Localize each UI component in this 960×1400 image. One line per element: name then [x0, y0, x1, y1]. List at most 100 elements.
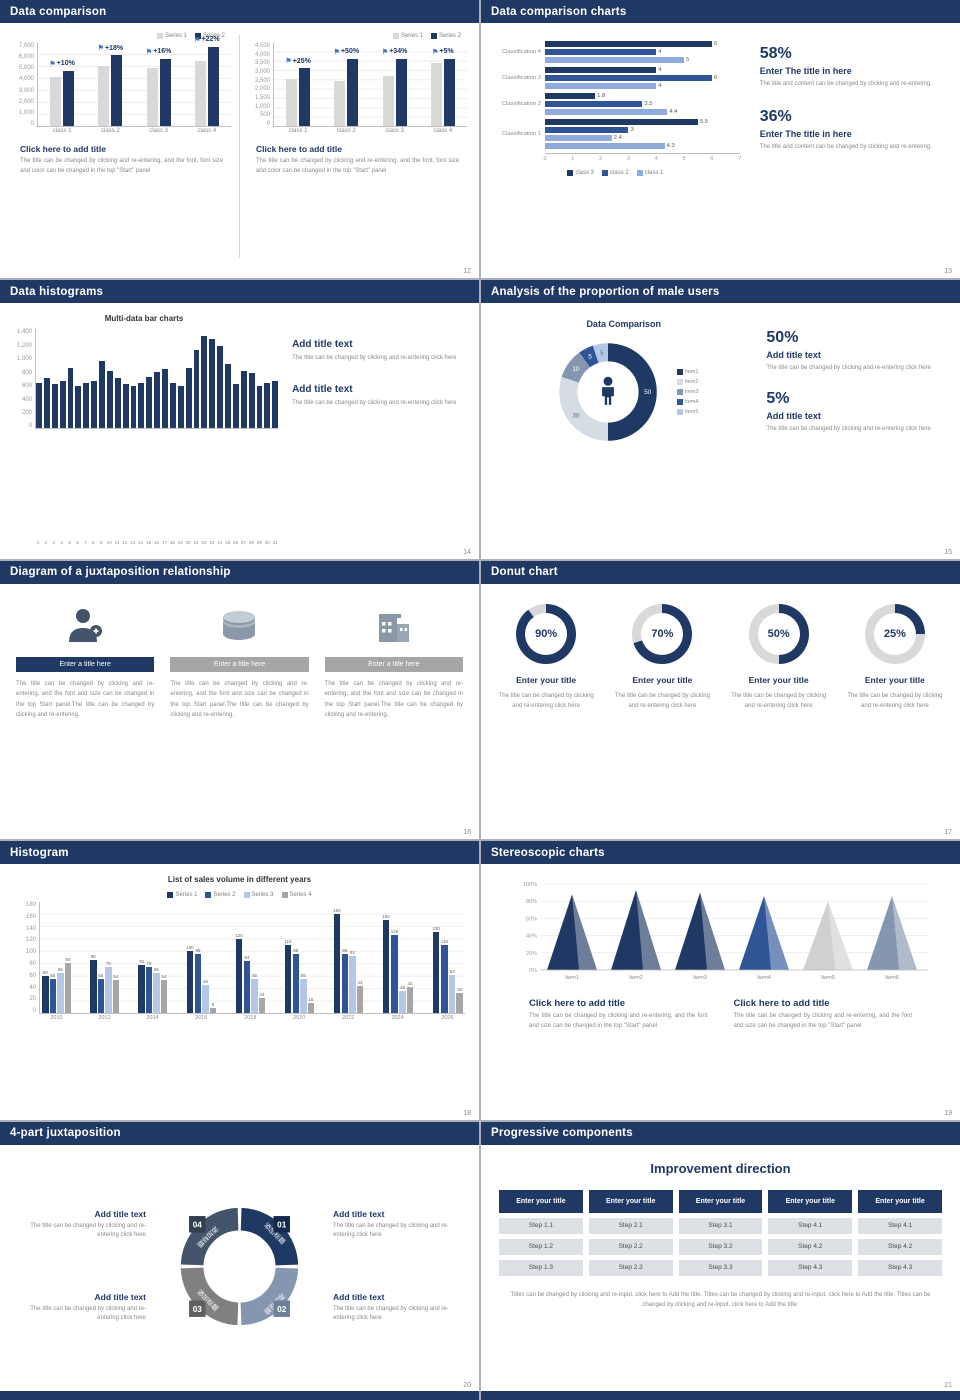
content: Data Comparison 50 30 10 5 5 item1 item2 item3… — [481, 303, 960, 558]
step-cell[interactable]: Step 2.1 — [588, 1217, 673, 1234]
step-cell[interactable]: Step 4.1 — [768, 1217, 853, 1234]
item-title-bar[interactable]: Enter a title here — [324, 656, 463, 672]
axis-tick: 8 — [92, 539, 95, 545]
step-cell[interactable]: Step 1.1 — [499, 1217, 583, 1234]
block-body: The title can be changed by clicking and… — [333, 1222, 449, 1239]
content: 90% Enter your title The title can be chan… — [481, 584, 960, 839]
stats-column: 58% Enter The title in here The title an… — [746, 31, 952, 274]
donut-heading: Enter your title — [632, 674, 693, 685]
bar — [122, 384, 129, 429]
category-label: Classification 1 — [502, 131, 541, 137]
bar — [83, 383, 90, 429]
slide-title: Data comparison — [10, 5, 107, 18]
bar-row: Classification 1 5.5 3 2.4 4.3 — [491, 119, 740, 149]
slide-14-data-histograms[interactable]: Data histograms Multi-data bar charts 1,… — [0, 280, 479, 559]
slide-title: Histogram — [10, 846, 69, 859]
slide-12-data-comparison[interactable]: Data comparison Series 1 Series 2 7,000 6,0… — [0, 0, 479, 279]
legend-swatch — [156, 33, 163, 39]
block-heading: Add title text — [94, 1208, 146, 1219]
value-label: 62 — [449, 968, 455, 974]
legend-label: Series 4 — [289, 892, 312, 899]
text-block: Click here to add title The title can be… — [734, 998, 913, 1032]
axis-tick: 1,000 — [254, 103, 270, 110]
chart-canvas: 1,400 1,200 1,000 800 600 400 200 0 1 2 3 4 5 6 7 8 9 10 1… — [10, 329, 279, 552]
item-title-bar[interactable]: Enter a title here — [170, 656, 309, 672]
slide-title: Progressive components — [491, 1127, 633, 1140]
bar — [91, 381, 97, 429]
axis-tick: 3,000 — [254, 68, 270, 75]
slide-21-progressive-components[interactable]: Progressive components Improvement direc… — [481, 1121, 960, 1400]
text-column: Add title text The title can be changed … — [278, 309, 469, 552]
slide-19-stereoscopic-charts[interactable]: Stereoscopic charts 100% 80% 60% 40% 20% 0% It… — [481, 841, 960, 1120]
slide-title-bar: Stereoscopic charts — [481, 841, 960, 865]
delta-label: ⚑ +34% — [381, 48, 408, 56]
step-cell[interactable]: Step 3.3 — [678, 1259, 763, 1276]
chart-half: Series 1 Series 2 4,500 4,000 3,500 3,000 2,50… — [242, 29, 473, 264]
axis-tick: 13 — [130, 539, 136, 545]
building-icon — [371, 600, 417, 652]
content: Improvement direction Enter your title St… — [481, 1145, 960, 1400]
slide-17-donut-chart[interactable]: Donut chart 90% Enter your title The title… — [481, 560, 960, 840]
step-cell[interactable]: Step 4.2 — [858, 1238, 942, 1255]
slide-title: Donut chart — [491, 566, 558, 579]
legend-swatch — [194, 33, 201, 39]
x-axis: 0 1 2 3 4 5 6 7 — [543, 153, 741, 165]
series2-bar — [63, 70, 75, 126]
slide-13-data-comparison-charts[interactable]: Data comparison charts Classification 4 6… — [481, 0, 960, 279]
column-title-button[interactable]: Enter your title — [768, 1189, 853, 1213]
series2-bar — [159, 58, 171, 126]
slide-18-histogram[interactable]: Histogram List of sales volume in differ… — [0, 841, 479, 1120]
slide-20-4-part-juxtaposition[interactable]: 4-part juxtaposition Add title text The … — [0, 1121, 479, 1400]
step-cell[interactable]: Step 1.2 — [499, 1238, 583, 1255]
column-title-button[interactable]: Enter your title — [588, 1189, 673, 1213]
axis-tick: 3,500 — [254, 60, 270, 67]
slide-title-bar: Data histograms — [0, 280, 479, 304]
value-label: 84 — [244, 954, 250, 960]
legend-swatch — [205, 892, 212, 899]
slide-16-juxtaposition-relationship[interactable]: Diagram of a juxtaposition relationship … — [0, 560, 479, 840]
donut-body: The title can be changed by clicking and… — [614, 692, 710, 709]
bar — [42, 975, 49, 1014]
value-label: 95 — [195, 948, 201, 954]
axis-tick: 2 — [599, 156, 603, 162]
value-label: 100 — [186, 944, 194, 950]
step-cell[interactable]: Step 2.2 — [588, 1238, 673, 1255]
bar — [399, 991, 406, 1014]
divider — [239, 35, 240, 259]
item-title-bar[interactable]: Enter a title here — [16, 656, 155, 672]
item-body: The title can be changed by clicking and… — [16, 680, 155, 719]
axis-tick: 0 — [28, 423, 32, 430]
step-cell[interactable]: Step 2.3 — [588, 1259, 673, 1276]
axis-tick: 29 — [256, 539, 262, 545]
column-title-button[interactable]: Enter your title — [499, 1189, 583, 1213]
value-label: 43 — [357, 980, 363, 986]
bar — [272, 381, 279, 429]
axis-tick: 25 — [225, 539, 231, 545]
column-title-button[interactable]: Enter your title — [678, 1189, 763, 1213]
bar — [160, 979, 168, 1014]
slide-15-male-users-proportion[interactable]: Analysis of the proportion of male users… — [481, 280, 960, 559]
value-label: 4.4 — [669, 109, 678, 115]
content: Series 1 Series 2 7,000 6,000 5,000 4,000 3,00… — [0, 23, 479, 278]
bar — [441, 944, 448, 1014]
column-title-button[interactable]: Enter your title — [858, 1189, 942, 1213]
bar — [406, 987, 414, 1014]
axis-tick: 23 — [209, 539, 215, 545]
value-label: 4 — [658, 67, 662, 73]
content: Multi-data bar charts 1,400 1,200 1,000 800… — [0, 303, 479, 558]
text-block: Add title text The title can be changed … — [12, 1209, 146, 1241]
bar — [75, 385, 82, 429]
step-cell[interactable]: Step 3.2 — [678, 1238, 763, 1255]
stat-block: 50% Add title text The title can be chan… — [766, 329, 946, 374]
legend-label: item1 — [684, 369, 699, 376]
step-cell[interactable]: Step 4.3 — [858, 1259, 942, 1276]
step-cell[interactable]: Step 4.2 — [768, 1238, 853, 1255]
step-cell[interactable]: Step 3.1 — [678, 1217, 763, 1234]
legend-item: item2 — [676, 379, 698, 386]
axis-tick: 2 — [44, 539, 48, 545]
step-cell[interactable]: Step 4.1 — [858, 1217, 942, 1234]
y-axis: 1,400 1,200 1,000 800 600 400 200 0 — [10, 329, 35, 429]
step-cell[interactable]: Step 1.3 — [499, 1259, 583, 1276]
value-label: 95 — [342, 948, 348, 954]
step-cell[interactable]: Step 4.3 — [768, 1259, 853, 1276]
